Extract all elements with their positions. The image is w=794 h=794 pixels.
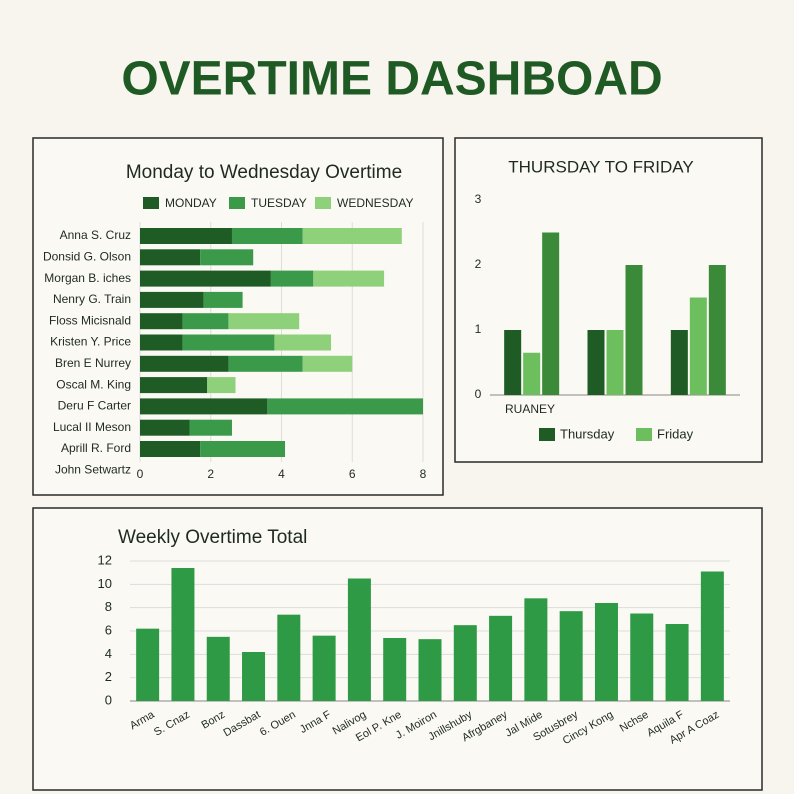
bar (171, 568, 195, 701)
bar (700, 571, 724, 701)
bar-segment (140, 249, 201, 266)
y-tick-label: Kristen Y. Price (50, 335, 131, 349)
y-tick-label: 3 (475, 192, 482, 206)
bar (383, 638, 407, 701)
bar (453, 625, 477, 701)
bar-segment (140, 355, 229, 372)
legend-swatch (539, 428, 555, 441)
bar (504, 330, 522, 395)
bar-segment (140, 398, 268, 415)
bar-segment (182, 313, 229, 330)
bar-segment (203, 291, 243, 308)
bar-segment (267, 398, 423, 415)
bar (606, 330, 624, 395)
y-tick-label: 8 (105, 599, 112, 614)
chart-title: Monday to Wednesday Overtime (126, 162, 402, 183)
bar (594, 603, 618, 701)
x-tick-label: 0 (137, 467, 144, 481)
x-tick-label: 8 (420, 467, 427, 481)
bar (206, 636, 230, 701)
x-tick-label: 4 (278, 467, 285, 481)
bar (670, 330, 688, 395)
bar-segment (313, 270, 385, 287)
bar (625, 265, 643, 395)
y-tick-label: 6 (105, 622, 112, 637)
legend-swatch (315, 197, 331, 209)
bar-segment (189, 419, 232, 436)
y-tick-label: Floss Micisnald (49, 313, 131, 327)
bar (418, 639, 442, 701)
bar (523, 352, 541, 395)
y-tick-label: Deru F Carter (58, 399, 131, 413)
y-tick-label: Anna S. Cruz (60, 228, 131, 242)
y-tick-label: 0 (105, 692, 112, 707)
legend-label: Friday (657, 426, 694, 441)
page-title: OVERTIME DASHBOAD (121, 53, 662, 106)
bar (708, 265, 726, 395)
bar (524, 598, 548, 701)
bar-segment (140, 228, 232, 244)
y-tick-label: Lucal II Meson (53, 420, 131, 434)
legend-label: MONDAY (165, 196, 217, 210)
bar-segment (270, 270, 314, 287)
bar-segment (140, 441, 201, 457)
legend-label: Thursday (560, 426, 615, 441)
y-tick-label: Nenry G. Train (53, 292, 131, 306)
bar (312, 635, 336, 701)
bar-segment (182, 334, 275, 351)
bar (277, 614, 301, 701)
bar (347, 578, 371, 701)
y-tick-label: Bren E Nurrey (55, 356, 131, 370)
bar-segment (140, 291, 204, 308)
y-tick-label: 12 (98, 552, 112, 567)
bar-segment (228, 355, 303, 372)
x-tick-label: 2 (207, 467, 214, 481)
y-tick-label: Oscal M. King (56, 377, 131, 391)
bar-segment (140, 419, 190, 436)
y-tick-label: John Setwartz (55, 462, 131, 476)
x-tick-label: 6 (349, 467, 356, 481)
legend-swatch (143, 197, 159, 209)
y-tick-label: Donsid G. Olson (43, 249, 131, 263)
bar (689, 297, 707, 395)
legend-label: TUESDAY (251, 196, 307, 210)
bar-segment (302, 355, 353, 372)
bar (542, 232, 560, 395)
bar (587, 330, 605, 395)
bar-segment (274, 334, 332, 351)
chart-title: THURSDAY TO FRIDAY (508, 157, 693, 176)
x-tick-label: RUANEY (505, 402, 555, 416)
y-tick-label: 0 (475, 387, 482, 401)
bar-segment (200, 441, 286, 457)
bar (630, 613, 654, 701)
legend-swatch (229, 197, 245, 209)
y-tick-label: Aprill R. Ford (61, 441, 131, 455)
legend-label: WEDNESDAY (337, 196, 413, 210)
bar (559, 611, 583, 701)
y-tick-label: 2 (105, 669, 112, 684)
bar (136, 628, 160, 701)
bar-segment (140, 270, 271, 287)
bar-segment (140, 313, 183, 330)
y-tick-label: 4 (105, 646, 112, 661)
y-tick-label: 2 (475, 257, 482, 271)
legend-swatch (636, 428, 652, 441)
y-tick-label: Morgan B. iches (44, 271, 131, 285)
bar-segment (302, 228, 402, 244)
bar (242, 652, 266, 701)
bar-segment (200, 249, 254, 266)
chart-title: Weekly Overtime Total (118, 527, 307, 548)
bar-segment (228, 313, 300, 330)
bar-segment (207, 377, 236, 394)
bar-segment (140, 334, 183, 351)
bar-segment (140, 377, 208, 394)
y-tick-label: 1 (475, 322, 482, 336)
bar (665, 624, 689, 701)
y-tick-label: 10 (98, 576, 112, 591)
bar (489, 615, 513, 701)
bar-segment (231, 228, 303, 244)
